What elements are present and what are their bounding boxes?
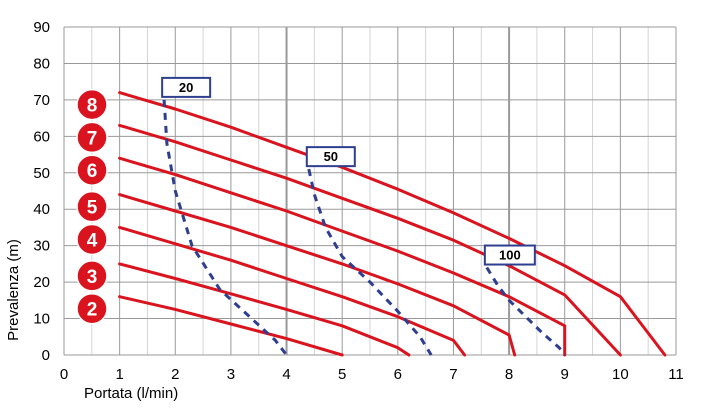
y-tick-label: 80 [33, 55, 50, 72]
x-tick-label: 0 [60, 366, 68, 383]
stage-badge-5 [76, 190, 108, 223]
stage-badge-label-7: 7 [87, 128, 98, 149]
pump-curve-7 [118, 123, 622, 357]
y-tick-label: 70 [33, 92, 50, 109]
x-tick-label: 9 [561, 366, 569, 383]
x-tick-label: 6 [394, 366, 402, 383]
stage-badge-label-5: 5 [87, 198, 98, 219]
x-tick-label: 2 [171, 366, 179, 383]
y-tick-label: 0 [42, 347, 50, 364]
stage-badge-3 [76, 260, 108, 292]
x-tick-label: 1 [115, 366, 123, 383]
pump-curve-6 [118, 156, 567, 357]
y-tick-label: 60 [33, 128, 50, 145]
stage-badge-label-6: 6 [87, 161, 98, 182]
iso-label-box-100 [483, 244, 536, 266]
iso-label-50: 50 [324, 149, 338, 164]
stage-badge-label-2: 2 [87, 300, 98, 321]
pump-curve-8 [118, 91, 667, 357]
iso-label-20: 20 [179, 80, 193, 95]
y-tick-label: 20 [33, 274, 50, 291]
pump-curve-4 [118, 225, 467, 357]
y-tick-label: 40 [33, 201, 50, 218]
stage-badge-8 [76, 88, 108, 121]
y-tick-label: 50 [33, 165, 50, 182]
x-tick-label: 8 [505, 366, 513, 383]
stage-badge-2 [76, 292, 108, 325]
pump-curve-2 [118, 295, 344, 357]
iso-efficiency-curves: 20 50 100 [161, 76, 566, 356]
pump-curve-3 [118, 262, 411, 357]
y-tick-label: 10 [33, 311, 50, 328]
x-tick-label: 10 [612, 366, 629, 383]
y-tick-label: 30 [33, 238, 50, 255]
pump-curves [118, 91, 667, 357]
x-tick-label: 5 [338, 366, 346, 383]
stage-badge-label-4: 4 [87, 230, 98, 251]
stage-badges: 2 3 4 5 6 7 8 [76, 88, 108, 325]
stage-badge-7 [76, 121, 108, 154]
iso-curve-20 [162, 99, 288, 356]
x-tick-label: 11 [668, 366, 684, 383]
x-tick-label: 3 [227, 366, 235, 383]
x-tick-label: 4 [282, 366, 290, 383]
y-tick-label: 90 [33, 19, 50, 36]
iso-label-box-20 [161, 76, 212, 98]
iso-label-100: 100 [499, 248, 521, 263]
stage-badge-6 [76, 154, 108, 186]
y-axis-title: Prevalenza (m) [5, 239, 22, 341]
pump-curve-5 [118, 193, 517, 357]
stage-badge-4 [76, 223, 108, 256]
iso-curve-100 [485, 266, 566, 356]
iso-curve-50 [307, 168, 433, 356]
x-tick-label: 7 [449, 366, 457, 383]
stage-badge-label-3: 3 [87, 267, 98, 288]
x-axis-title: Portata (l/min) [84, 385, 178, 402]
stage-badge-label-8: 8 [87, 96, 98, 117]
iso-label-box-50 [305, 146, 356, 168]
axis-ticks: 0 1 2 3 4 5 6 7 8 9 10 11 0 10 20 30 40 50 60 70 80 90 [33, 19, 683, 383]
